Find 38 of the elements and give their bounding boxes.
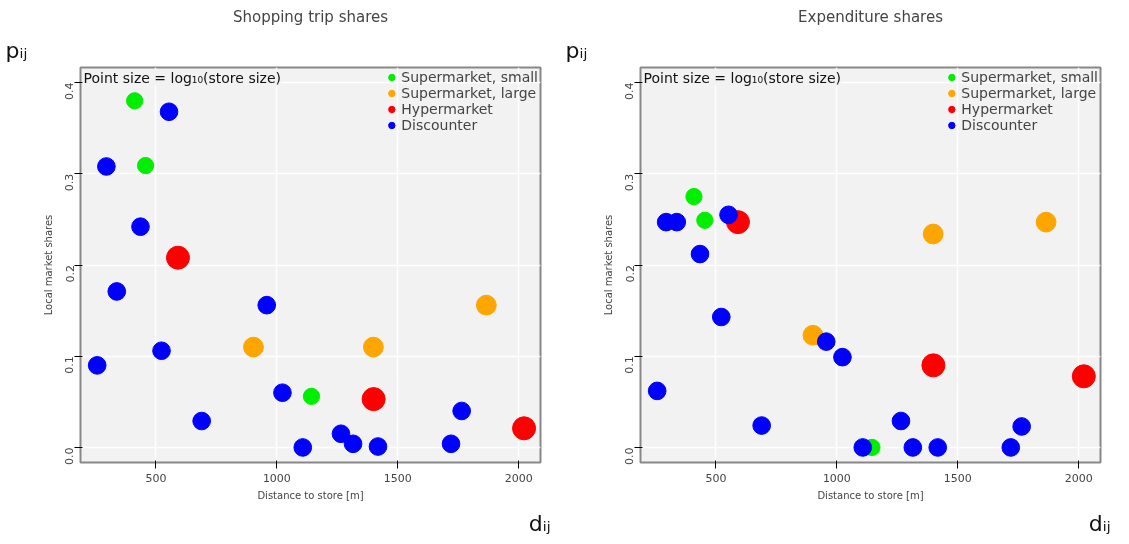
annotation: Point size = log₁₀(store size) — [643, 69, 841, 86]
text: dᵢⱼ — [528, 510, 551, 536]
x-tick-label: 500 — [705, 471, 727, 485]
y-tick-label: 0.2 — [623, 264, 637, 283]
y-tick-label: 0.2 — [63, 264, 77, 283]
x-tick-label: 1000 — [822, 471, 851, 485]
y-tick-label: 0.1 — [63, 356, 77, 374]
x-axis-title: Distance to store [m] — [817, 489, 924, 501]
x-tick-label: 1500 — [943, 471, 972, 485]
x-tick-label: 1500 — [383, 471, 412, 485]
annotation: Point size = log₁₀(store size) — [83, 69, 281, 86]
x-tick-label: 2000 — [1064, 471, 1093, 485]
x-tick-label: 2000 — [504, 471, 533, 485]
legend-label: Discounter — [401, 117, 478, 133]
y-tick-label: 0.4 — [623, 82, 637, 101]
legend-label: Discounter — [961, 117, 1038, 133]
y-tick-label: 0.1 — [623, 356, 637, 374]
y-axis-title: Local market shares — [602, 214, 614, 316]
y-tick-label: 0.4 — [63, 82, 77, 101]
chart-title: Expenditure shares — [798, 7, 944, 26]
y-axis-title: Local market shares — [42, 214, 54, 316]
legend-label: Supermarket, small — [961, 69, 1098, 85]
x-axis-title: Distance to store [m] — [257, 489, 364, 501]
text: pᵢⱼ — [5, 37, 28, 63]
legend-label: Hypermarket — [961, 101, 1053, 117]
y-tick-label: 0.0 — [623, 447, 637, 465]
legend-label: Supermarket, small — [401, 69, 538, 85]
legend-label: Hypermarket — [401, 101, 493, 117]
legend-label: Supermarket, large — [401, 85, 537, 101]
legend-label: Supermarket, large — [961, 85, 1097, 101]
x-tick-label: 1000 — [262, 471, 291, 485]
x-tick-label: 500 — [145, 471, 167, 485]
y-tick-label: 0.3 — [63, 173, 77, 192]
y-tick-label: 0.3 — [623, 173, 637, 192]
y-tick-label: 0.0 — [63, 447, 77, 465]
chart-title: Shopping trip shares — [232, 7, 389, 26]
text: dᵢⱼ — [1088, 510, 1111, 536]
text: pᵢⱼ — [565, 37, 588, 63]
